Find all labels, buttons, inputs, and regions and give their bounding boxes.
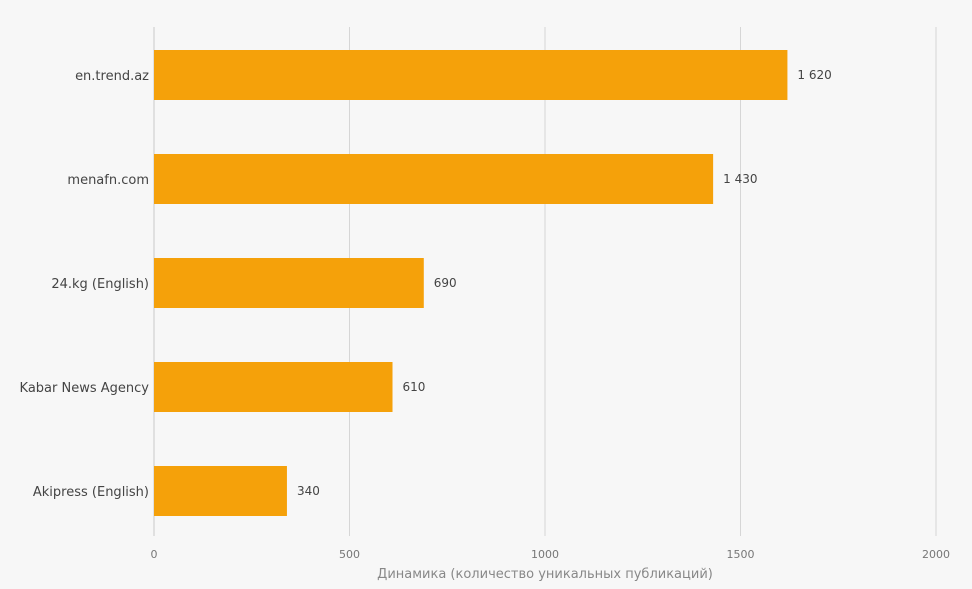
data-label: 610 [403, 380, 426, 394]
x-tick-label: 1000 [531, 548, 559, 561]
x-axis-title: Динамика (количество уникальных публикац… [377, 567, 713, 582]
data-label: 1 430 [723, 172, 757, 186]
bars-group [154, 50, 788, 516]
category-labels: en.trend.az menafn.com 24.kg (English) Kaba… [20, 69, 150, 500]
x-tick-labels: 0 500 1000 1500 2000 [151, 548, 951, 561]
bar [154, 466, 287, 516]
data-label: 340 [297, 484, 320, 498]
bar [154, 362, 393, 412]
x-tick-label: 2000 [922, 548, 950, 561]
data-label: 1 620 [797, 68, 831, 82]
bar [154, 154, 714, 204]
grid-lines [153, 27, 937, 536]
bar [154, 258, 424, 308]
category-label: menafn.com [67, 173, 149, 188]
x-tick-label: 500 [339, 548, 360, 561]
bar [154, 50, 788, 100]
x-tick-label: 0 [151, 548, 158, 561]
category-label: 24.kg (English) [51, 277, 149, 292]
category-label: en.trend.az [75, 69, 149, 84]
x-tick-label: 1500 [727, 548, 755, 561]
data-label: 690 [434, 276, 457, 290]
category-label: Kabar News Agency [20, 381, 150, 396]
value-labels: 1 620 1 430 690 610 340 [297, 68, 832, 498]
category-label: Akipress (English) [33, 485, 149, 500]
